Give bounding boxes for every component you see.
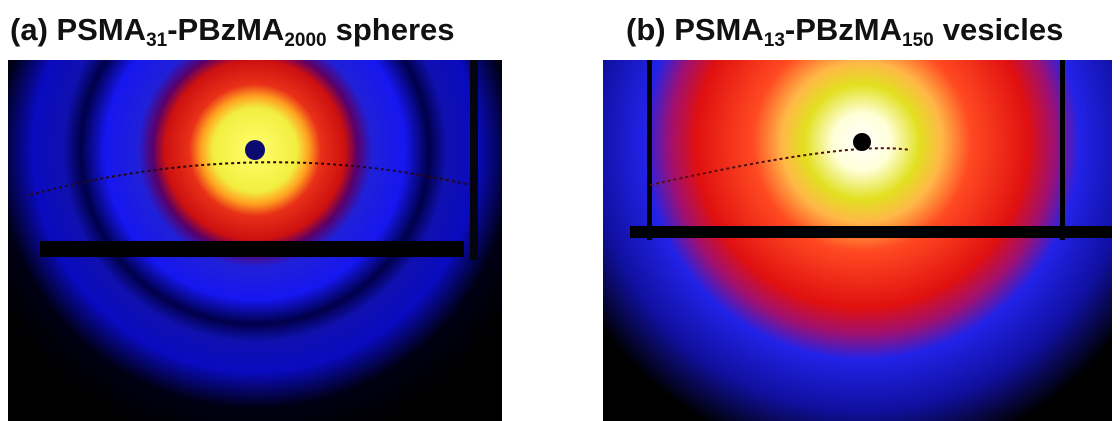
detector-gap [470,60,478,260]
detector-gap [40,241,464,257]
beamstop [245,140,265,160]
panel-b-image [603,60,1112,421]
scattering-patterns [0,0,1120,421]
figure: (a) PSMA31-PBzMA2000spheres (b) PSMA13-P… [0,0,1120,421]
detector-gap [647,60,652,240]
detector-gap [1060,60,1065,240]
pattern [8,60,502,421]
pattern [603,60,1112,421]
beamstop [853,133,871,151]
panel-a-image [8,60,502,421]
detector-gap [630,226,1112,238]
